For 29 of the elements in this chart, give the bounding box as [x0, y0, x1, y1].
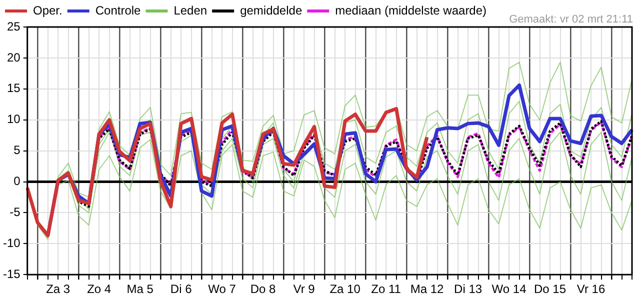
x-tick-label: Za 3	[46, 282, 70, 296]
x-tick-label: Ma 5	[126, 282, 154, 296]
legend-label: gemiddelde	[240, 3, 302, 18]
x-tick-label: Zo 4	[87, 282, 112, 296]
y-tick-label: -5	[10, 205, 21, 220]
legend-label: Leden	[174, 3, 208, 18]
y-tick-label: 0	[14, 174, 21, 188]
y-tick-label: 10	[6, 112, 21, 126]
x-tick-label: Wo 14	[492, 282, 527, 296]
x-tick-label: Di 13	[454, 282, 482, 296]
y-tick-label: 15	[6, 81, 21, 96]
x-tick-label: Do 15	[534, 282, 566, 296]
x-tick-label: Zo 11	[371, 282, 402, 296]
legend-label: Controle	[95, 3, 142, 18]
x-tick-label: Vr 16	[576, 282, 606, 296]
text: Gemaakt: vr 02 mrt 21:11	[509, 14, 633, 26]
x-tick-label: Ma 12	[410, 282, 444, 296]
x-tick-label: Wo 7	[208, 282, 236, 296]
y-tick-label: -15	[3, 266, 21, 281]
y-tick-label: 25	[6, 19, 21, 34]
x-tick-label: Za 10	[330, 282, 361, 296]
legend-label: mediaan (middelste waarde)	[335, 3, 487, 18]
y-tick-label: 5	[14, 143, 21, 158]
legend-label: Oper.	[33, 3, 62, 18]
x-tick-label: Do 8	[250, 282, 276, 296]
x-tick-label: Vr 9	[293, 282, 316, 296]
y-tick-label: -10	[3, 236, 21, 250]
x-tick-label: Di 6	[170, 282, 192, 296]
y-tick-label: 20	[6, 50, 21, 64]
